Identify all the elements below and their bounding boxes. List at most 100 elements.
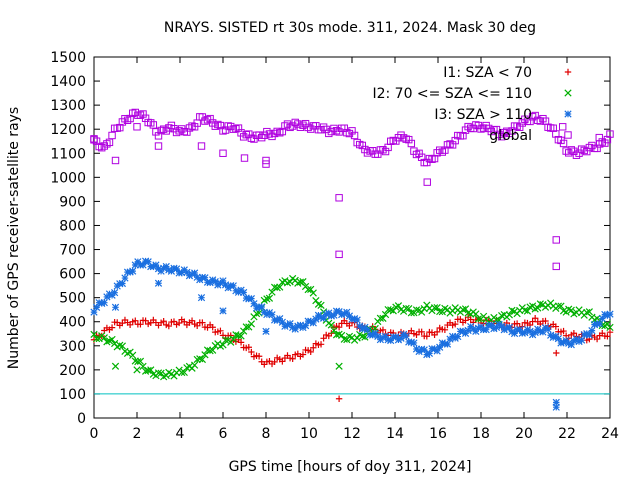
data-point xyxy=(436,307,444,316)
data-point xyxy=(273,127,281,136)
data-point xyxy=(436,146,444,154)
data-point xyxy=(325,129,333,138)
data-point xyxy=(157,126,165,135)
data-point xyxy=(433,303,441,312)
data-point xyxy=(567,306,575,314)
data-point xyxy=(459,306,467,314)
data-point xyxy=(123,116,132,125)
data-point xyxy=(170,124,178,133)
data-point xyxy=(418,308,426,316)
outlier-point xyxy=(90,135,98,143)
data-point xyxy=(505,129,514,138)
data-point xyxy=(549,333,557,342)
data-point xyxy=(304,285,312,294)
data-point xyxy=(596,320,604,328)
data-point xyxy=(100,299,108,307)
plot-frame xyxy=(93,56,611,419)
data-point xyxy=(217,327,224,335)
data-point xyxy=(144,366,152,375)
data-point xyxy=(252,304,261,312)
data-point xyxy=(108,324,116,331)
data-point xyxy=(144,258,152,266)
data-point xyxy=(541,324,550,332)
data-point xyxy=(188,270,196,278)
data-point xyxy=(322,125,330,134)
y-tick-label: 1400 xyxy=(50,74,86,90)
data-point xyxy=(245,130,253,138)
data-point xyxy=(539,114,547,123)
data-point xyxy=(190,361,199,369)
y-tick-label: 1000 xyxy=(50,170,86,186)
outlier-point xyxy=(197,294,206,302)
data-point xyxy=(209,346,217,354)
y-tick-label: 100 xyxy=(59,387,86,403)
data-point xyxy=(118,342,127,350)
outlier-point xyxy=(133,366,141,374)
data-point xyxy=(211,122,219,130)
data-point xyxy=(598,314,606,323)
data-point xyxy=(279,358,286,365)
legend-label: I3: SZA > 110 xyxy=(434,107,532,123)
data-point xyxy=(194,322,201,330)
data-point xyxy=(510,329,519,338)
data-point xyxy=(603,135,612,144)
data-point xyxy=(250,300,258,308)
y-axis-label: Number of GPS receiver-satellite rays xyxy=(6,107,22,369)
y-tick-label: 800 xyxy=(59,218,86,234)
data-point xyxy=(565,339,573,347)
data-point xyxy=(487,321,495,329)
outlier-point xyxy=(262,160,270,168)
data-point xyxy=(247,294,256,303)
data-point xyxy=(585,143,594,152)
outlier-point xyxy=(111,156,120,165)
data-point xyxy=(518,119,526,127)
data-point xyxy=(281,122,289,130)
data-point xyxy=(111,289,119,297)
data-point xyxy=(160,318,167,325)
data-point xyxy=(363,149,372,157)
data-point xyxy=(165,266,173,274)
outlier-point xyxy=(552,236,560,244)
x-tick-label: 24 xyxy=(601,426,619,442)
y-tick-label: 1500 xyxy=(50,50,86,66)
data-point xyxy=(118,279,127,288)
data-point xyxy=(330,311,338,319)
data-point xyxy=(402,332,410,340)
data-point xyxy=(394,302,403,310)
data-point xyxy=(606,323,614,332)
x-axis-label: GPS time [hours of doy 311, 2024] xyxy=(229,459,472,475)
data-point xyxy=(201,274,209,282)
data-point xyxy=(317,301,325,309)
data-point xyxy=(265,294,274,302)
data-point xyxy=(160,264,168,272)
outlier-point xyxy=(559,123,567,131)
data-point xyxy=(152,128,160,136)
data-point xyxy=(276,315,284,323)
data-point xyxy=(332,127,341,135)
outlier-point xyxy=(335,362,343,370)
data-point xyxy=(141,367,150,375)
data-point xyxy=(420,346,428,354)
data-point xyxy=(590,321,599,329)
data-point xyxy=(572,151,581,159)
data-point xyxy=(180,368,188,377)
legend-marker xyxy=(564,68,572,76)
data-point xyxy=(606,329,614,336)
data-point xyxy=(294,322,302,330)
data-point xyxy=(417,153,426,161)
data-point xyxy=(185,124,194,132)
data-point xyxy=(387,336,395,345)
data-point xyxy=(319,314,328,322)
data-point xyxy=(338,310,346,319)
axes: 0 2 4 6 8 10 12 14 16 18 20 22 240100200300400500600… xyxy=(50,50,619,442)
data-point xyxy=(575,337,583,346)
data-point xyxy=(495,130,503,139)
data-point xyxy=(263,127,271,136)
data-point xyxy=(270,129,279,138)
data-point xyxy=(198,355,206,364)
data-point xyxy=(188,317,196,324)
data-point xyxy=(139,110,147,118)
data-point xyxy=(229,335,237,343)
data-point xyxy=(304,123,312,132)
